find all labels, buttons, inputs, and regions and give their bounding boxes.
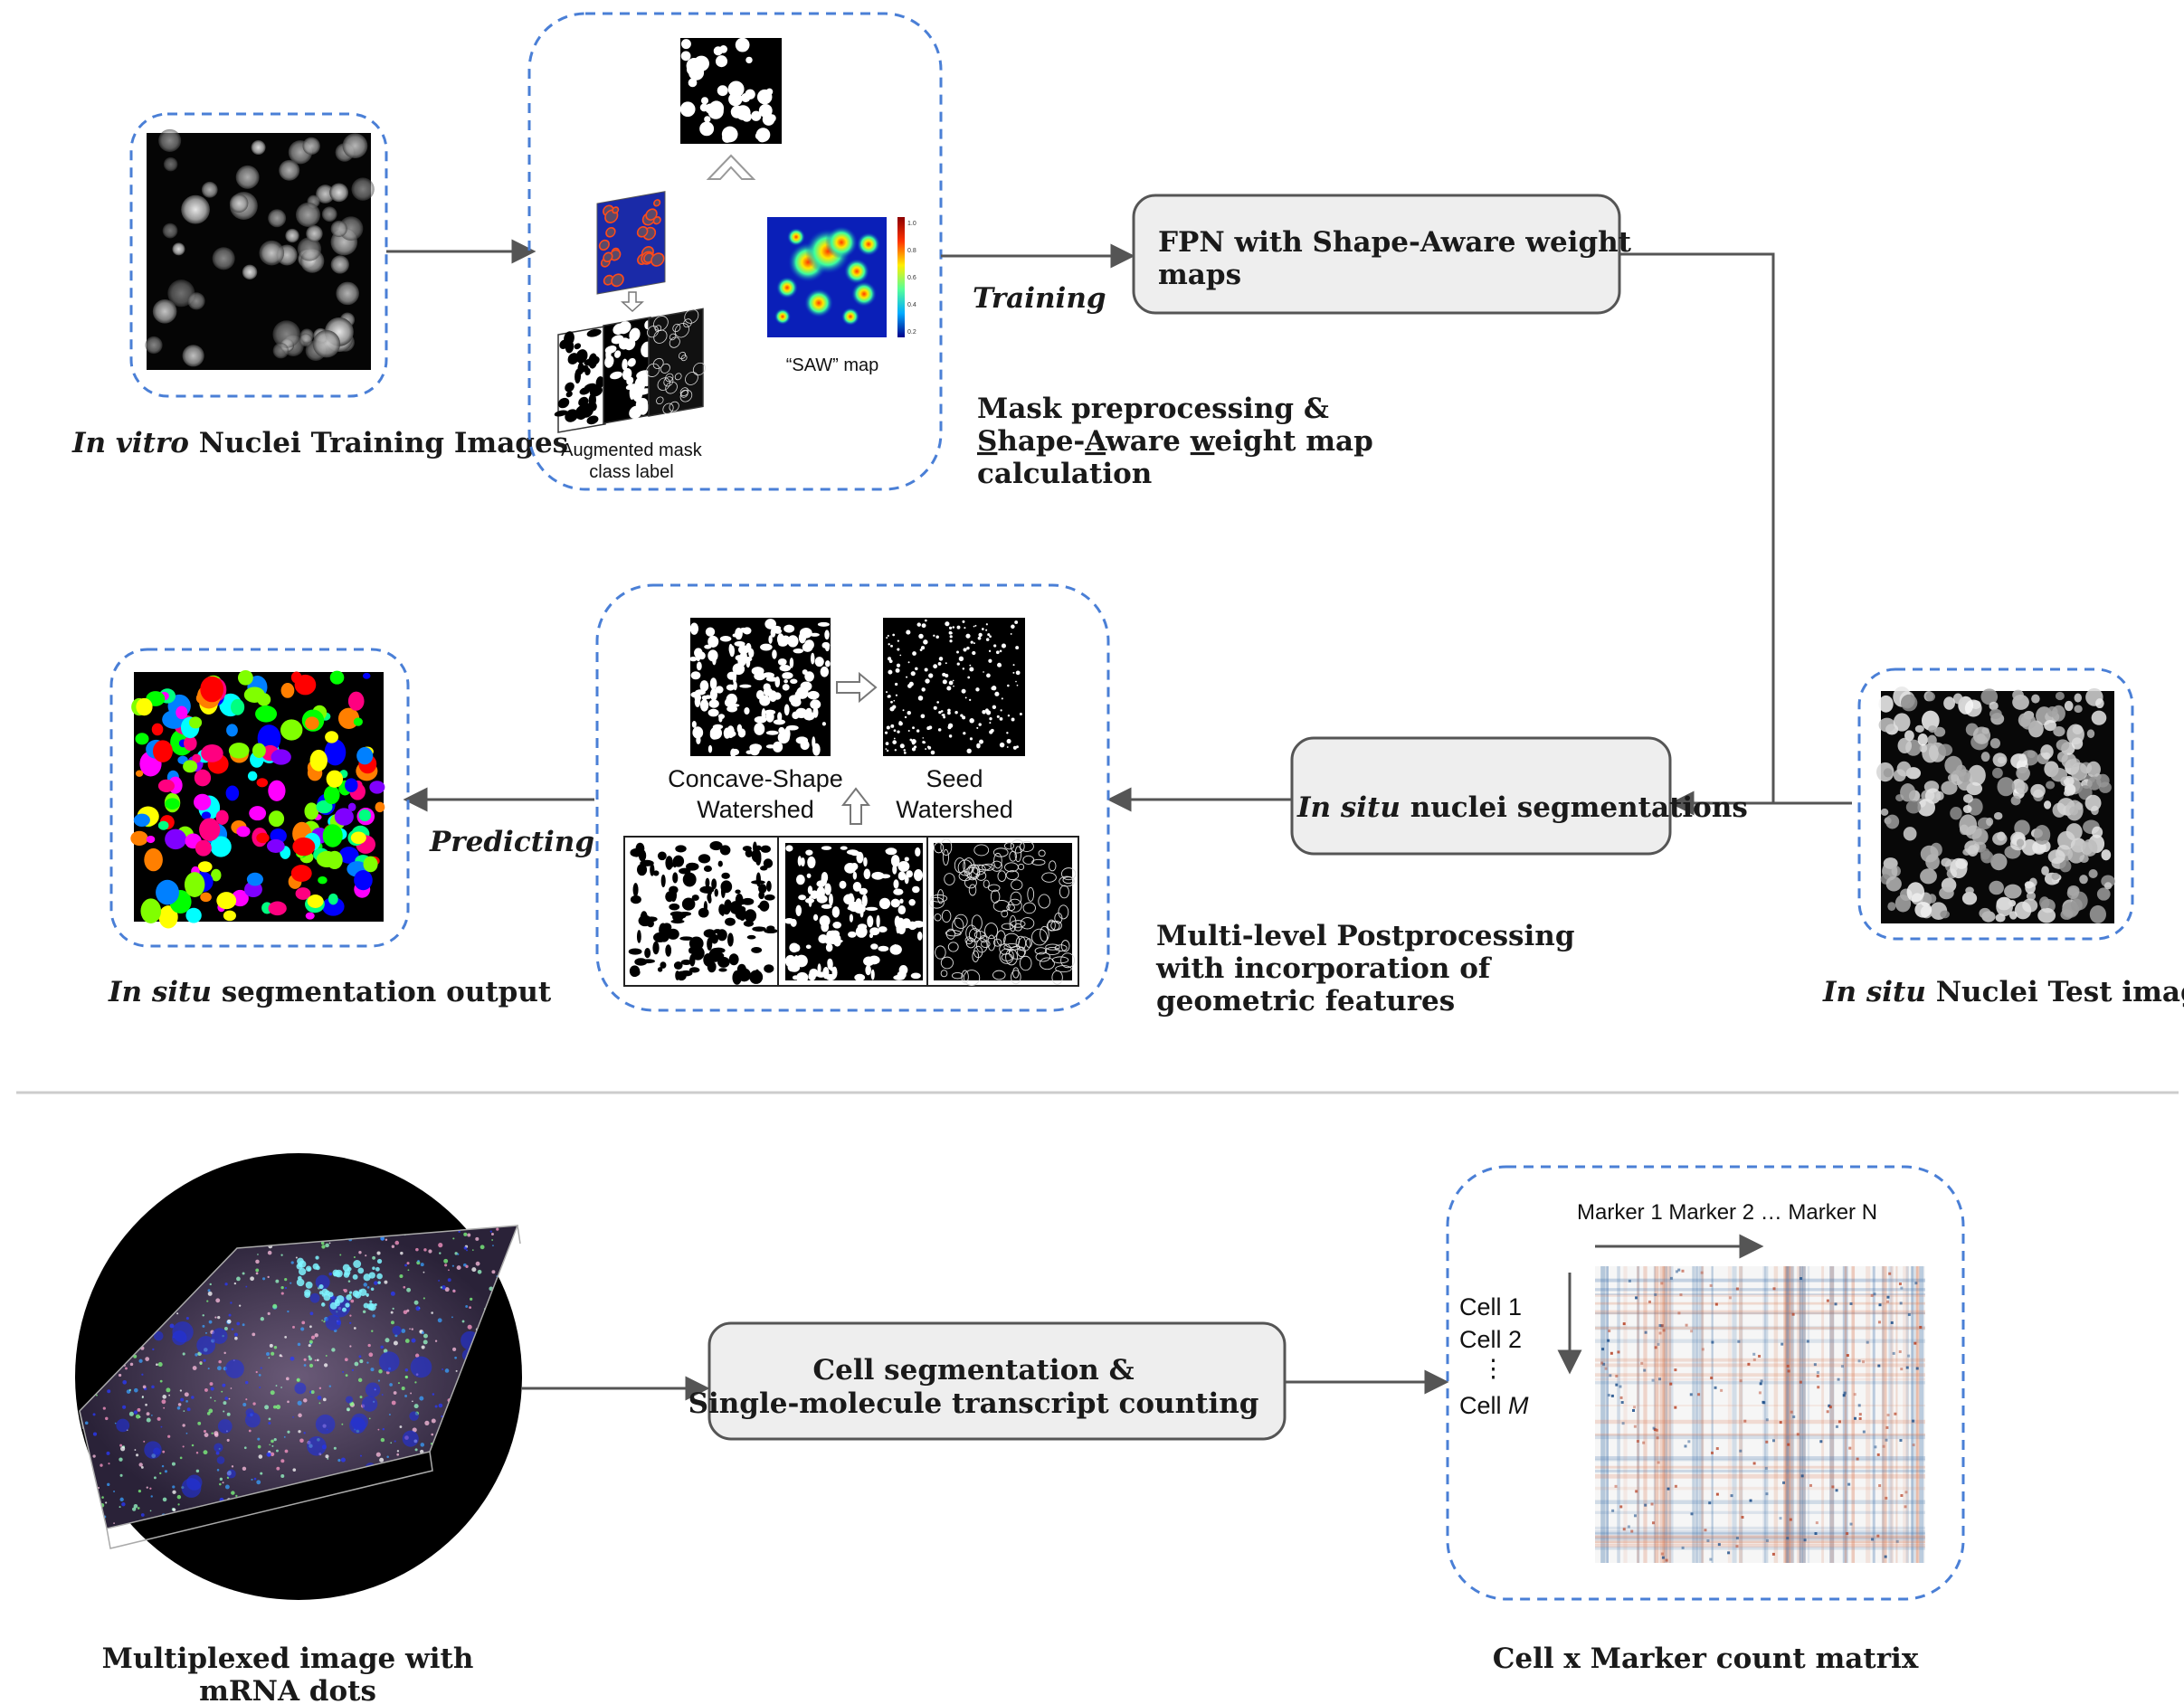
preprocess-panel-frame <box>527 12 943 491</box>
concave-label-line2: Watershed <box>697 796 814 823</box>
augmented-label-line2: class label <box>589 462 673 482</box>
seed-watershed-image <box>883 618 1025 756</box>
count-matrix-heatmap <box>1595 1266 1925 1563</box>
concave-label-line1: Concave-Shape <box>668 765 843 792</box>
cell-row-labels: Cell 1 Cell 2⋮ <box>1459 1293 1522 1382</box>
cell-row-label: ⋮ <box>1481 1355 1505 1382</box>
matrix-panel-frame <box>1446 1165 1965 1601</box>
training-nuclei-image <box>145 128 375 370</box>
seed-label-line1: Seed <box>926 765 983 792</box>
preprocess-caption-line1: Mask preprocessing & <box>977 393 1329 425</box>
postprocess-caption-line2: with incorporation of <box>1155 952 1492 985</box>
segmentation-box-label: In situ nuclei segmentations <box>1296 791 1748 824</box>
up-arrow-icon-postprocess <box>840 787 871 825</box>
augmented-label-line1: Augmented mask <box>561 440 703 460</box>
test-image-frame <box>1857 667 2134 941</box>
colorbar-tick: 1.0 <box>907 221 916 227</box>
training-images-caption: In vitro Nuclei Training Images <box>71 427 568 459</box>
postprocess-input-strip <box>623 836 1079 987</box>
multiplexed-tissue-image <box>75 1153 522 1600</box>
matrix-caption: Cell x Marker count matrix <box>1493 1642 1919 1675</box>
postprocess-panel-frame <box>595 583 1110 1012</box>
colorbar-tick: 0.4 <box>907 302 916 308</box>
training-label: Training <box>973 282 1106 315</box>
seed-label-line2: Watershed <box>896 796 1013 823</box>
binary-mask-image <box>679 37 782 144</box>
fpn-box-line1: FPN with Shape-Aware weight <box>1158 226 1632 259</box>
postprocess-caption-line1: Multi-level Postprocessing <box>1156 920 1575 952</box>
saw-colorbar <box>897 217 905 337</box>
output-image-frame <box>109 648 410 948</box>
counting-box-line1: Cell segmentation & <box>812 1354 1134 1387</box>
colorbar-tick: 0.2 <box>907 329 916 336</box>
right-arrow-icon <box>836 671 878 704</box>
saw-map-label: “SAW” map <box>786 355 879 375</box>
training-image-frame <box>129 112 388 398</box>
fpn-box-line2: maps <box>1158 259 1241 291</box>
segmentation-output-image <box>130 669 385 929</box>
cell-row-label: Cell 1 <box>1459 1293 1522 1321</box>
predicting-label: Predicting <box>429 826 594 858</box>
cell-row-label: Cell 2 <box>1459 1326 1522 1353</box>
saw-map-image: 1.0 0.8 0.6 0.4 0.2 <box>767 217 916 337</box>
preprocess-caption-line2: Shape-Aware weight map <box>977 425 1373 458</box>
multiplexed-caption-line1: Multiplexed image with <box>102 1642 474 1675</box>
multiplexed-caption-line2: mRNA dots <box>199 1675 376 1704</box>
contour-mask-image <box>596 191 666 295</box>
connector-fpn-to-segmentation <box>1619 252 1775 803</box>
augmented-mask-stack <box>554 308 706 433</box>
marker-header: Marker 1 Marker 2 … Marker N <box>1577 1200 1877 1225</box>
concave-watershed-image <box>689 618 831 758</box>
cell-last-label: Cell M <box>1459 1392 1529 1419</box>
down-arrow-icon <box>621 291 644 313</box>
test-nuclei-image <box>1876 686 2115 923</box>
postprocess-caption-line3: geometric features <box>1156 985 1455 1018</box>
colorbar-tick: 0.6 <box>907 275 916 281</box>
colorbar-tick: 0.8 <box>907 248 916 254</box>
preprocess-caption-line3: calculation <box>977 458 1152 490</box>
counting-box-line2: Single-molecule transcript counting <box>688 1387 1259 1420</box>
up-arrow-icon <box>706 154 756 180</box>
segmentation-process-box <box>1290 736 1672 856</box>
output-caption: In situ segmentation output <box>108 976 552 1008</box>
test-images-caption: In situ Nuclei Test images <box>1822 976 2184 1008</box>
